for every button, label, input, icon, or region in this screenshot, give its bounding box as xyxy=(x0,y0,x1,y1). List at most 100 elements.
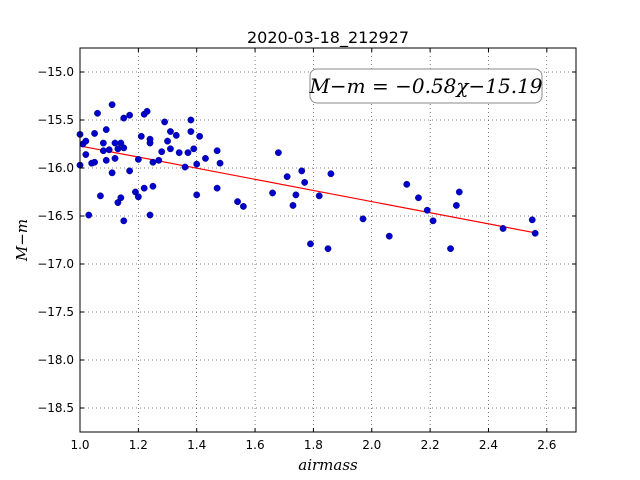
data-point xyxy=(99,147,107,155)
data-point xyxy=(85,211,93,219)
data-point xyxy=(324,245,332,253)
data-point xyxy=(499,225,507,232)
data-point xyxy=(126,167,134,175)
data-point xyxy=(528,216,536,224)
data-points xyxy=(76,101,539,253)
data-point xyxy=(327,170,335,178)
data-point xyxy=(193,191,201,199)
data-point xyxy=(149,158,157,166)
data-point xyxy=(161,118,169,126)
data-point xyxy=(91,130,98,137)
data-point xyxy=(269,189,276,197)
data-point xyxy=(301,178,309,186)
data-point xyxy=(117,194,125,202)
data-point xyxy=(403,180,411,188)
ticks: 1.0 1.2 1.4 1.6 1.8 2.0 2.2 2.4 2.6 −15.0 −15.5 −16… xyxy=(37,48,576,452)
data-point xyxy=(146,135,154,143)
data-point xyxy=(184,149,192,157)
data-point xyxy=(196,132,204,140)
x-tick-label: 1.4 xyxy=(187,438,206,452)
x-tick-label: 1.2 xyxy=(129,438,148,452)
data-point xyxy=(274,149,282,157)
data-point xyxy=(120,217,128,225)
data-point xyxy=(181,163,189,171)
data-point xyxy=(415,194,422,202)
data-point xyxy=(164,137,171,145)
y-tick-label: −18.0 xyxy=(37,353,74,367)
data-point xyxy=(158,148,166,156)
data-point xyxy=(187,128,195,135)
data-point xyxy=(97,192,104,200)
data-point xyxy=(385,232,393,240)
y-tick-label: −16.0 xyxy=(37,161,74,175)
data-point xyxy=(423,206,431,214)
y-tick-label: −15.5 xyxy=(37,113,74,127)
data-point xyxy=(149,182,157,190)
x-tick-label: 2.4 xyxy=(479,438,498,452)
data-point xyxy=(234,198,241,206)
data-point xyxy=(94,109,101,117)
plot-frame xyxy=(79,47,577,433)
data-point xyxy=(99,139,107,147)
data-point xyxy=(452,202,460,209)
data-point xyxy=(531,229,539,237)
x-tick-label: 1.8 xyxy=(304,438,323,452)
data-point xyxy=(213,184,221,192)
data-point xyxy=(146,211,154,219)
x-tick-label: 2.0 xyxy=(362,438,381,452)
data-point xyxy=(82,151,90,158)
data-point xyxy=(216,159,224,167)
data-point xyxy=(447,245,454,253)
y-tick-label: −18.5 xyxy=(37,401,74,415)
data-point xyxy=(105,146,113,154)
data-point xyxy=(359,215,367,223)
annotation-text: M−m = −0.58χ−15.19 xyxy=(308,74,542,98)
chart-title: 2020-03-18_212927 xyxy=(247,28,409,48)
x-axis-label: airmass xyxy=(298,456,358,474)
data-point xyxy=(292,191,300,199)
data-point xyxy=(111,154,119,162)
x-tick-label: 2.2 xyxy=(421,438,440,452)
data-point xyxy=(455,188,463,196)
data-point xyxy=(120,114,128,122)
data-point xyxy=(111,139,119,147)
fit-annotation: M−m = −0.58χ−15.19 xyxy=(308,68,543,104)
data-point xyxy=(108,169,116,177)
x-tick-label: 1.6 xyxy=(246,438,265,452)
data-point xyxy=(102,156,110,164)
x-tick-label: 1.0 xyxy=(70,438,89,452)
data-point xyxy=(187,116,195,124)
y-axis-label: M−m xyxy=(13,219,31,262)
data-point xyxy=(190,145,198,153)
data-point xyxy=(172,131,180,139)
data-point xyxy=(134,193,142,201)
data-point xyxy=(140,184,148,192)
grid xyxy=(79,48,576,432)
data-point xyxy=(193,160,201,168)
data-point xyxy=(315,192,323,200)
data-point xyxy=(283,173,291,181)
annotation-box xyxy=(309,68,543,104)
data-point xyxy=(167,128,174,135)
data-point xyxy=(213,147,221,155)
plot-background xyxy=(80,48,576,432)
data-point xyxy=(91,158,98,166)
data-point xyxy=(134,155,142,163)
data-point xyxy=(108,101,116,109)
data-point xyxy=(155,156,163,164)
y-tick-label: −17.0 xyxy=(37,257,74,271)
data-point xyxy=(239,202,247,210)
data-point xyxy=(126,111,134,119)
data-point xyxy=(120,144,128,152)
data-point xyxy=(137,132,145,140)
data-point xyxy=(82,137,90,145)
data-point xyxy=(307,240,314,248)
plot-area: 1.0 1.2 1.4 1.6 1.8 2.0 2.2 2.4 2.6 −15.0 −15.5 −16… xyxy=(37,47,577,452)
data-point xyxy=(175,149,183,157)
data-point xyxy=(298,167,306,175)
x-tick-label: 2.6 xyxy=(537,438,556,452)
data-point xyxy=(202,154,209,162)
data-point xyxy=(143,107,151,115)
data-point xyxy=(102,126,110,134)
